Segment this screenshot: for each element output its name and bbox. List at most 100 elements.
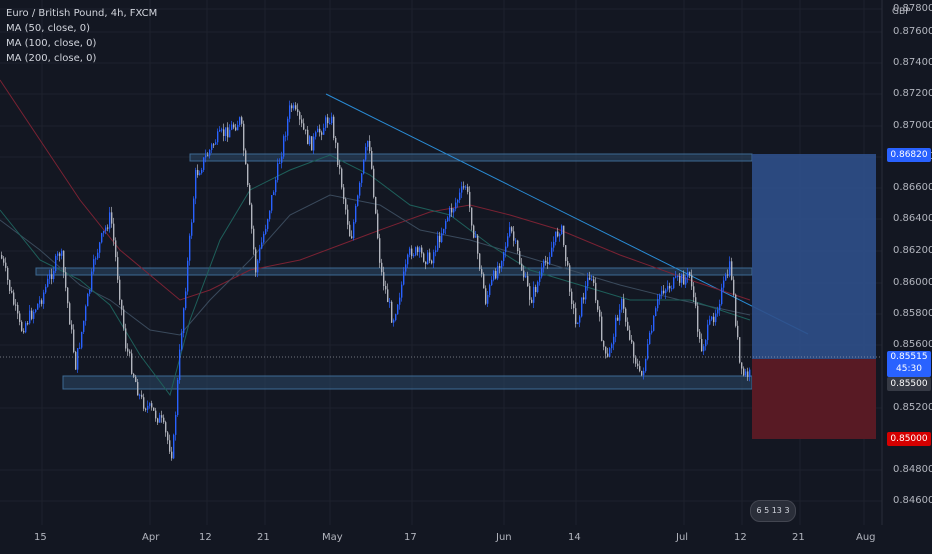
candle: [521, 263, 523, 271]
candle: [85, 306, 87, 321]
candle: [1, 255, 3, 259]
candle: [3, 258, 5, 263]
candle: [441, 233, 443, 243]
candle: [145, 408, 147, 410]
candle: [289, 105, 291, 119]
candle: [281, 156, 283, 163]
candle: [633, 342, 635, 358]
candle: [95, 258, 97, 260]
price-axis-label: 0.84800: [893, 464, 932, 475]
candle: [221, 129, 223, 131]
candle: [209, 149, 211, 156]
candle: [555, 231, 557, 242]
price-axis-label: 0.85800: [893, 308, 932, 319]
candle: [519, 250, 521, 264]
candle: [629, 330, 631, 340]
candle: [193, 198, 195, 223]
candle: [603, 341, 605, 347]
time-axis-label: Aug: [856, 532, 876, 543]
candle: [333, 116, 335, 138]
candle: [579, 316, 581, 323]
candle: [485, 288, 487, 304]
candle: [223, 129, 225, 136]
candle: [265, 228, 267, 234]
candle: [125, 328, 127, 349]
candle: [183, 308, 185, 334]
candle: [711, 316, 713, 320]
candle: [499, 266, 501, 268]
candle: [589, 277, 591, 280]
candle: [343, 187, 345, 200]
price-axis-label: 0.87600: [893, 26, 932, 37]
candle: [459, 192, 461, 200]
candle: [79, 347, 81, 349]
candle: [51, 274, 53, 280]
candle: [369, 140, 371, 152]
candle: [287, 118, 289, 136]
candle: [651, 330, 653, 333]
time-axis[interactable]: [0, 525, 882, 550]
candle: [301, 119, 303, 124]
candle: [563, 225, 565, 246]
candle: [35, 309, 37, 312]
candle: [251, 204, 253, 229]
candle: [293, 105, 295, 109]
ma50-label[interactable]: MA (50, close, 0): [6, 23, 91, 34]
candle: [241, 117, 243, 124]
candle: [643, 371, 645, 376]
price-axis-label: 0.84600: [893, 495, 932, 506]
candle: [357, 195, 359, 206]
candle: [509, 227, 511, 237]
candle: [189, 235, 191, 261]
candle: [319, 128, 321, 133]
candle: [539, 276, 541, 282]
candle: [709, 319, 711, 325]
candle: [697, 305, 699, 332]
candle: [153, 407, 155, 411]
candle: [695, 297, 697, 306]
candle: [743, 368, 745, 376]
candle: [215, 142, 217, 145]
candle: [143, 397, 145, 409]
candle: [59, 253, 61, 256]
candle: [173, 434, 175, 459]
candle: [613, 336, 615, 345]
candle: [435, 250, 437, 253]
candle: [105, 227, 107, 231]
candle: [393, 320, 395, 323]
candle: [129, 351, 131, 354]
ma100-label[interactable]: MA (100, close, 0): [6, 38, 97, 49]
candle: [61, 250, 63, 256]
candle: [233, 124, 235, 128]
economic-events-badge[interactable]: 6 5 13 3: [750, 500, 796, 522]
candle: [445, 221, 447, 229]
candle: [397, 304, 399, 315]
candle: [279, 162, 281, 164]
candle: [377, 213, 379, 239]
candle: [277, 163, 279, 180]
candle: [299, 112, 301, 120]
ma200-label[interactable]: MA (200, close, 0): [6, 53, 97, 64]
candle: [701, 338, 703, 352]
candle: [437, 235, 439, 251]
candle: [321, 132, 323, 135]
price-axis-label: 0.86000: [893, 277, 932, 288]
candle: [733, 279, 735, 295]
candle: [621, 299, 623, 310]
candle: [473, 225, 475, 238]
candle: [591, 279, 593, 281]
candle: [329, 123, 331, 125]
candle: [305, 129, 307, 131]
candle: [5, 262, 7, 268]
candle: [593, 279, 595, 283]
candle: [137, 382, 139, 396]
price-scale[interactable]: [882, 0, 932, 525]
candle: [383, 272, 385, 287]
candle: [267, 219, 269, 229]
symbol-title[interactable]: Euro / British Pound, 4h, FXCM: [6, 8, 158, 19]
candle: [489, 285, 491, 296]
candle: [217, 131, 219, 143]
candle: [475, 235, 477, 238]
